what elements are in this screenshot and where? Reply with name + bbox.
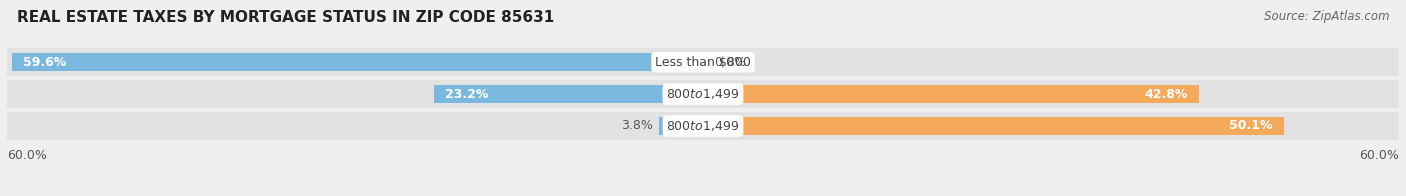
Text: Source: ZipAtlas.com: Source: ZipAtlas.com: [1264, 10, 1389, 23]
Text: 59.6%: 59.6%: [24, 56, 66, 69]
Text: 42.8%: 42.8%: [1144, 88, 1188, 101]
Bar: [7, 80, 1399, 108]
Bar: [703, 117, 1284, 135]
Text: REAL ESTATE TAXES BY MORTGAGE STATUS IN ZIP CODE 85631: REAL ESTATE TAXES BY MORTGAGE STATUS IN …: [17, 10, 554, 25]
Bar: [434, 85, 703, 103]
Bar: [659, 117, 703, 135]
Text: 60.0%: 60.0%: [1360, 149, 1399, 162]
Text: 23.2%: 23.2%: [446, 88, 489, 101]
Bar: [7, 48, 1399, 76]
Bar: [7, 112, 1399, 140]
Text: 50.1%: 50.1%: [1229, 120, 1272, 132]
Text: Less than $800: Less than $800: [655, 56, 751, 69]
Text: 3.8%: 3.8%: [621, 120, 654, 132]
Text: $800 to $1,499: $800 to $1,499: [666, 119, 740, 133]
Bar: [11, 53, 703, 71]
Bar: [703, 85, 1199, 103]
Text: $800 to $1,499: $800 to $1,499: [666, 87, 740, 101]
Text: 60.0%: 60.0%: [7, 149, 46, 162]
Text: 0.0%: 0.0%: [714, 56, 747, 69]
